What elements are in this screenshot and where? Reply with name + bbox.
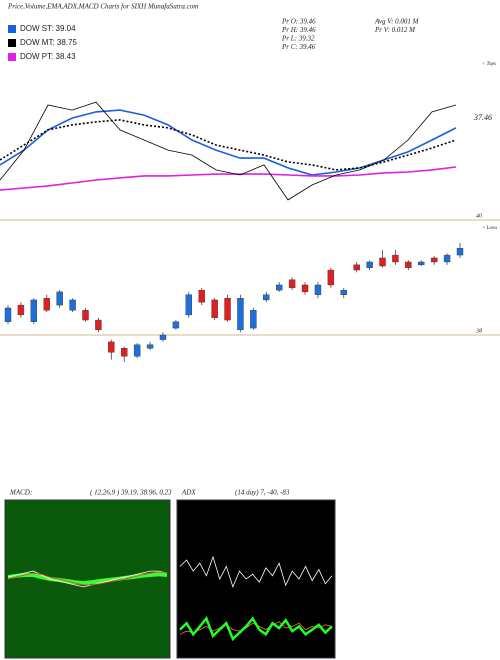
panel-background bbox=[4, 499, 171, 659]
candle-body bbox=[250, 310, 257, 329]
legend-label: DOW MT: 38.75 bbox=[20, 38, 77, 47]
panel-subtitle: (14 day) 7, -40, -83 bbox=[235, 489, 290, 497]
series-line bbox=[179, 555, 333, 589]
legend-swatch bbox=[8, 39, 16, 47]
series-line bbox=[0, 119, 457, 171]
candle-body bbox=[95, 319, 102, 331]
candle-body bbox=[366, 261, 373, 268]
candle-body bbox=[405, 261, 412, 268]
series-line bbox=[179, 616, 333, 642]
candle-body bbox=[456, 247, 464, 256]
series-line bbox=[7, 571, 168, 586]
candle-body bbox=[263, 294, 270, 301]
candle-body bbox=[276, 284, 283, 291]
candle-body bbox=[379, 257, 386, 267]
candle-body bbox=[237, 298, 244, 331]
series-line bbox=[0, 101, 457, 201]
series-line bbox=[0, 109, 457, 176]
price-stat: Avg V: 0.001 M bbox=[374, 18, 420, 26]
candle-body bbox=[30, 299, 38, 322]
legend-label: DOW ST: 39.04 bbox=[20, 24, 76, 33]
page-title: Price,Volume,EMA,ADX,MACD Charts for SIX… bbox=[7, 3, 198, 11]
candle-body bbox=[301, 284, 309, 293]
series-line bbox=[0, 166, 457, 191]
candle-body bbox=[159, 334, 167, 340]
price-stat: Pr C: 39.46 bbox=[281, 43, 316, 51]
price-stat: Pr V: 0.012 M bbox=[374, 26, 416, 34]
lows-annotation: < Lows bbox=[482, 226, 497, 231]
candle-body bbox=[4, 307, 12, 322]
candle-body bbox=[211, 299, 218, 318]
candle-body bbox=[418, 261, 425, 266]
candle-body bbox=[69, 299, 76, 311]
price-stat: Pr O: 39.46 bbox=[281, 18, 316, 26]
candle-body bbox=[43, 298, 50, 311]
legend-label: DOW PT: 38.43 bbox=[20, 52, 76, 61]
candle-body bbox=[327, 269, 335, 286]
candle-body bbox=[443, 254, 451, 263]
candle-body bbox=[82, 310, 89, 321]
y-tick-label: 38 bbox=[475, 328, 482, 334]
y-tick-label: 40 bbox=[476, 212, 482, 219]
candle-body bbox=[314, 284, 322, 295]
series-line bbox=[7, 570, 168, 588]
candle-body bbox=[185, 294, 193, 316]
price-annotation: 37.46 bbox=[473, 113, 492, 122]
candle-body bbox=[172, 321, 180, 329]
candle-body bbox=[288, 279, 296, 289]
candle-body bbox=[17, 304, 25, 316]
candle-body bbox=[146, 344, 154, 349]
candle-body bbox=[392, 254, 399, 263]
price-stat: Pr H: 39.46 bbox=[281, 26, 316, 34]
panel-subtitle: ( 12,26,9 ) 39.19, 38.96, 0.23 bbox=[90, 489, 172, 497]
legend-swatch bbox=[8, 53, 16, 61]
candle-body bbox=[108, 341, 115, 353]
candle-body bbox=[430, 257, 438, 263]
panel-title: MACD: bbox=[9, 489, 32, 497]
legend-swatch bbox=[8, 25, 16, 33]
candle-body bbox=[121, 348, 128, 357]
panel-title: ADX bbox=[181, 489, 196, 497]
candle-body bbox=[353, 264, 360, 271]
series-line bbox=[7, 572, 168, 586]
candle-body bbox=[56, 291, 63, 306]
candle-body bbox=[198, 289, 205, 303]
candle-body bbox=[224, 298, 231, 321]
tops-annotation: < Tops bbox=[482, 62, 496, 67]
price-stat: Pr L: 39.32 bbox=[281, 35, 315, 43]
candle-body bbox=[340, 289, 347, 295]
candle-body bbox=[133, 344, 141, 357]
